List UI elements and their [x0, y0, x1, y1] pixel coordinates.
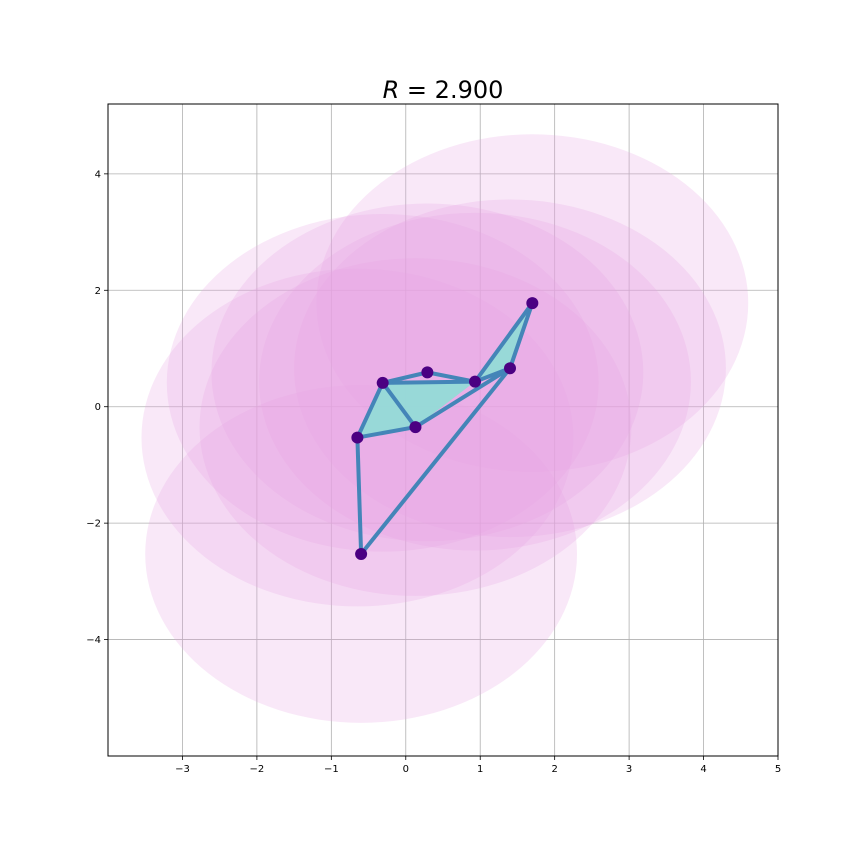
plot-frame — [107, 103, 779, 757]
x-tick-label: 4 — [700, 764, 706, 775]
simplex-triangle — [357, 382, 416, 438]
simplex-edge — [355, 380, 385, 440]
simplex-edge — [413, 366, 512, 430]
data-point — [409, 421, 422, 434]
x-tick-label: −2 — [250, 764, 265, 775]
y-tick-label: −2 — [86, 519, 101, 530]
x-tick-label: 2 — [551, 764, 557, 775]
data-point — [526, 297, 539, 310]
simplex-edge — [355, 435, 364, 556]
simplex-edge — [473, 301, 535, 384]
plot-area — [108, 104, 778, 756]
y-tick-label: 2 — [95, 286, 101, 297]
grid — [108, 104, 779, 756]
simplex-edge — [355, 425, 418, 440]
data-point — [421, 366, 434, 379]
x-tick-label: 3 — [626, 764, 632, 775]
simplex-edge — [380, 379, 478, 385]
title-value: 2.900 — [435, 76, 504, 104]
y-tick-label: 4 — [95, 169, 101, 180]
simplex-triangle — [382, 381, 476, 428]
x-tick-label: 5 — [775, 764, 781, 775]
y-tick-label: 0 — [95, 402, 101, 413]
y-tick-label: −4 — [86, 635, 101, 646]
data-points — [351, 297, 539, 560]
x-tick-label: −1 — [324, 764, 339, 775]
chart-title: R = 2.900 — [383, 76, 504, 104]
simplex-edge — [380, 380, 418, 430]
simplex-edge — [508, 301, 535, 371]
x-tick-label: 1 — [477, 764, 483, 775]
data-point — [504, 362, 516, 375]
x-tick-label: −3 — [175, 764, 190, 775]
simplex-edges — [355, 301, 535, 556]
title-equals: = — [399, 76, 434, 104]
simplex-edge — [359, 366, 512, 556]
data-point — [351, 431, 364, 444]
title-symbol: R — [383, 76, 400, 104]
x-tick-label: 0 — [403, 764, 409, 775]
data-point — [376, 376, 389, 389]
data-point — [469, 375, 482, 388]
data-point — [355, 547, 368, 560]
simplex-edge — [380, 370, 430, 385]
axis-ticks: −3 −2 −1 0 1 2 3 4 5 −4 −2 0 2 4 — [86, 169, 781, 775]
